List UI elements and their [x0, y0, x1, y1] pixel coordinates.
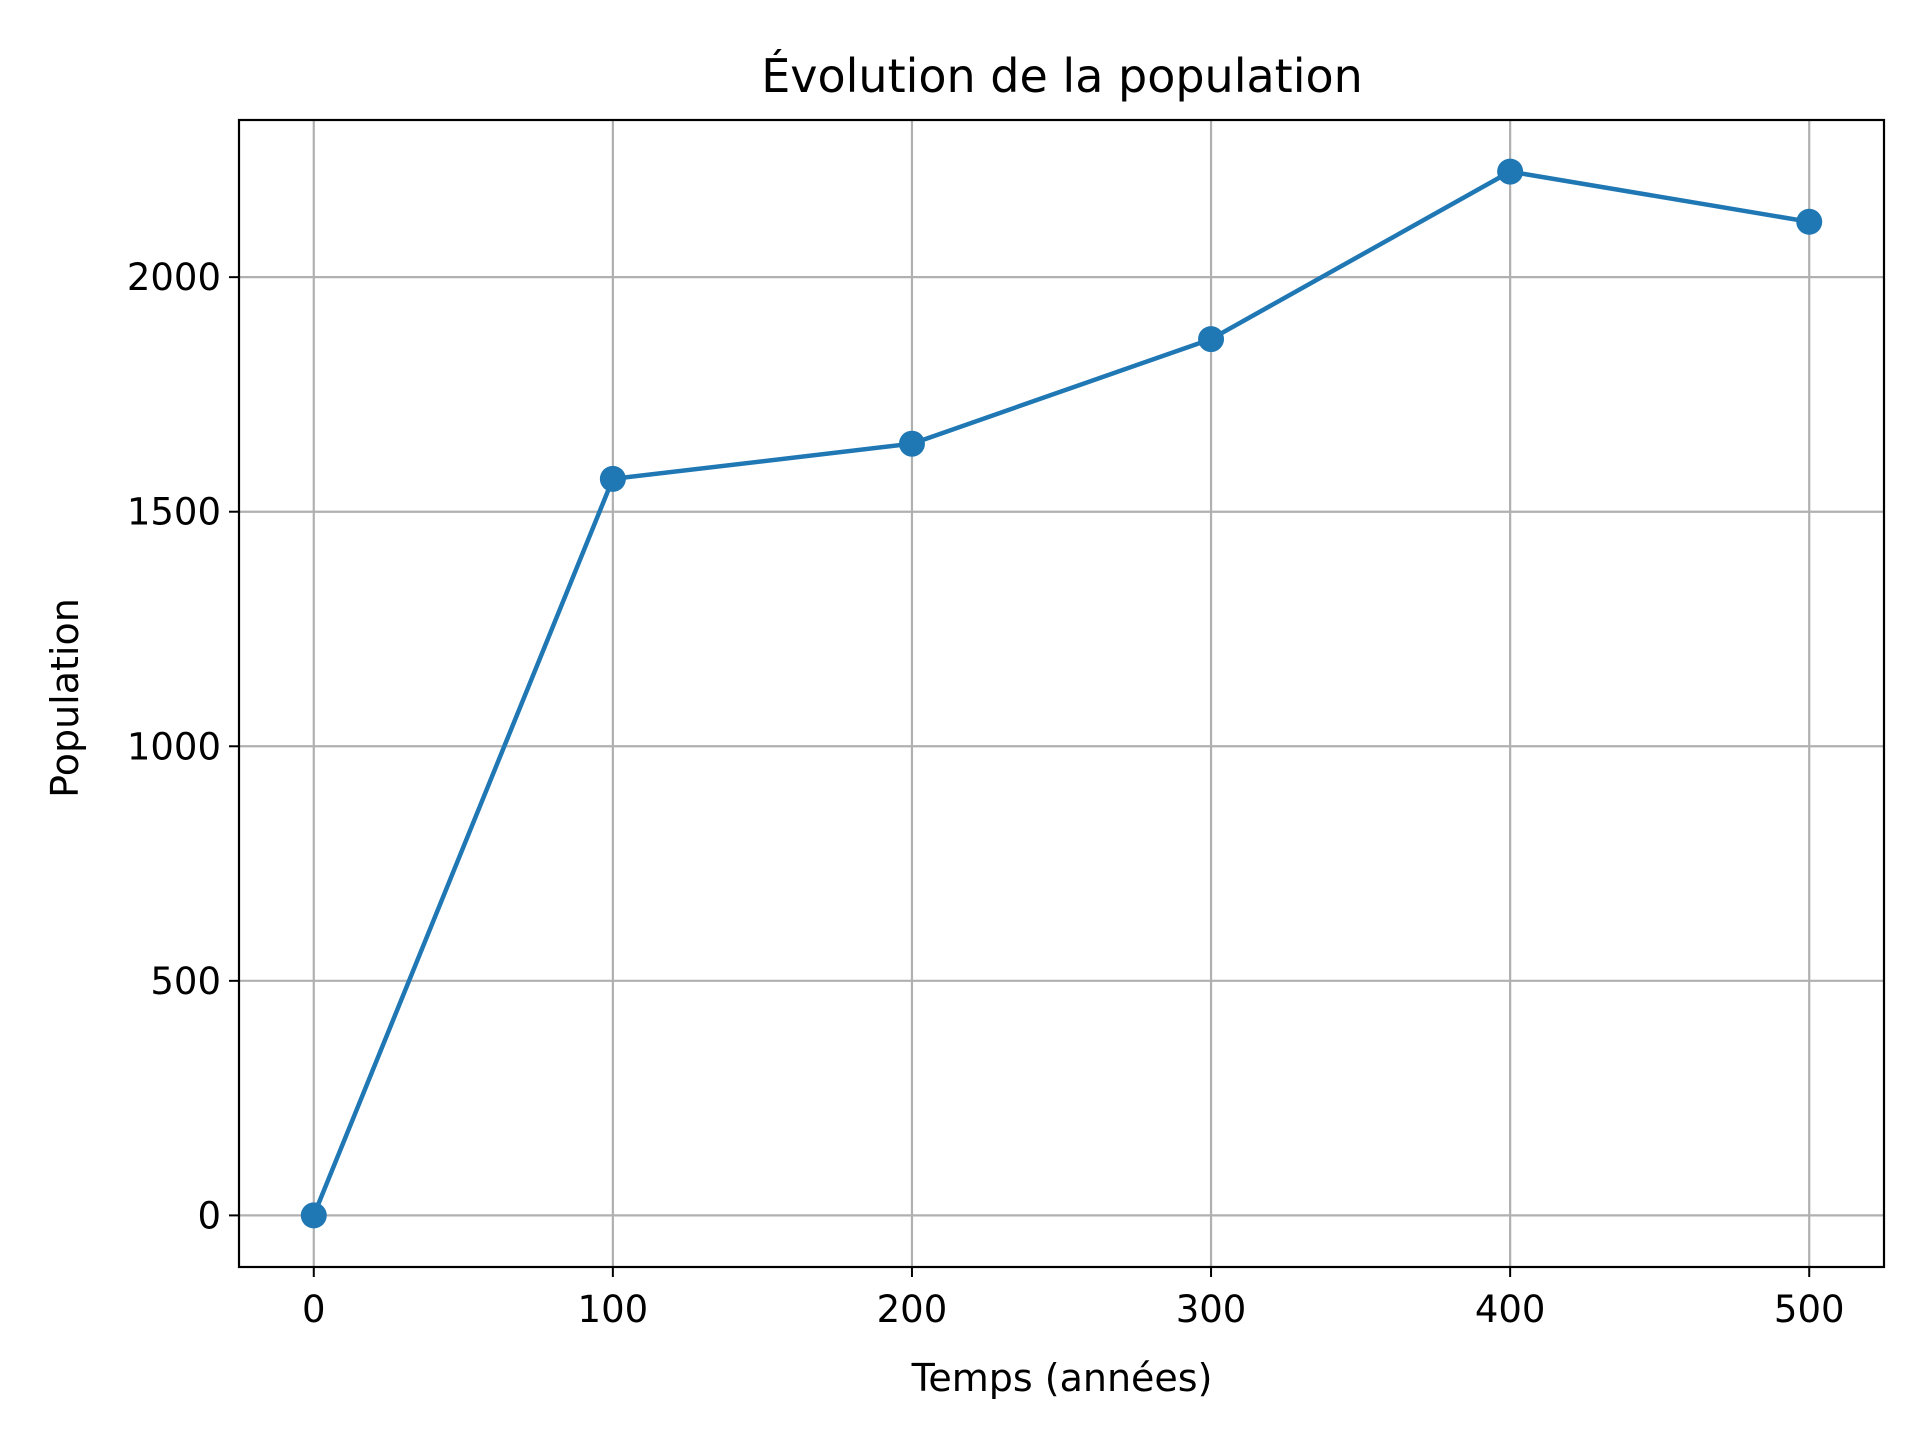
y-tick-label: 1000	[127, 725, 221, 768]
y-axis-label: Population	[43, 598, 87, 798]
x-tick-label: 300	[1176, 1288, 1247, 1331]
data-point	[898, 430, 925, 457]
data-point	[1198, 326, 1225, 353]
x-axis-label: Temps (années)	[911, 1356, 1213, 1400]
x-tick-label: 500	[1774, 1288, 1845, 1331]
data-point	[1497, 158, 1524, 185]
x-tick-label: 400	[1475, 1288, 1546, 1331]
grid-lines	[239, 120, 1884, 1267]
data-point	[300, 1202, 327, 1229]
x-tick-label: 100	[578, 1288, 649, 1331]
data-point	[599, 465, 626, 492]
y-axis-ticks: 0 500 1000 1500 2000	[127, 256, 239, 1237]
x-tick-label: 0	[302, 1288, 326, 1331]
plot-area-frame	[237, 118, 1886, 1269]
y-tick-label: 2000	[127, 256, 221, 299]
y-tick-label: 1500	[127, 491, 221, 534]
x-axis-ticks: 0 100 200 300 400 500	[302, 1267, 1845, 1331]
series-layer	[300, 158, 1823, 1229]
y-tick-label: 0	[197, 1194, 221, 1237]
y-tick-label: 500	[150, 960, 221, 1003]
series-line	[311, 169, 1810, 1217]
x-tick-label: 200	[877, 1288, 948, 1331]
chart-title: Évolution de la population	[761, 49, 1363, 103]
data-point	[1796, 208, 1823, 235]
